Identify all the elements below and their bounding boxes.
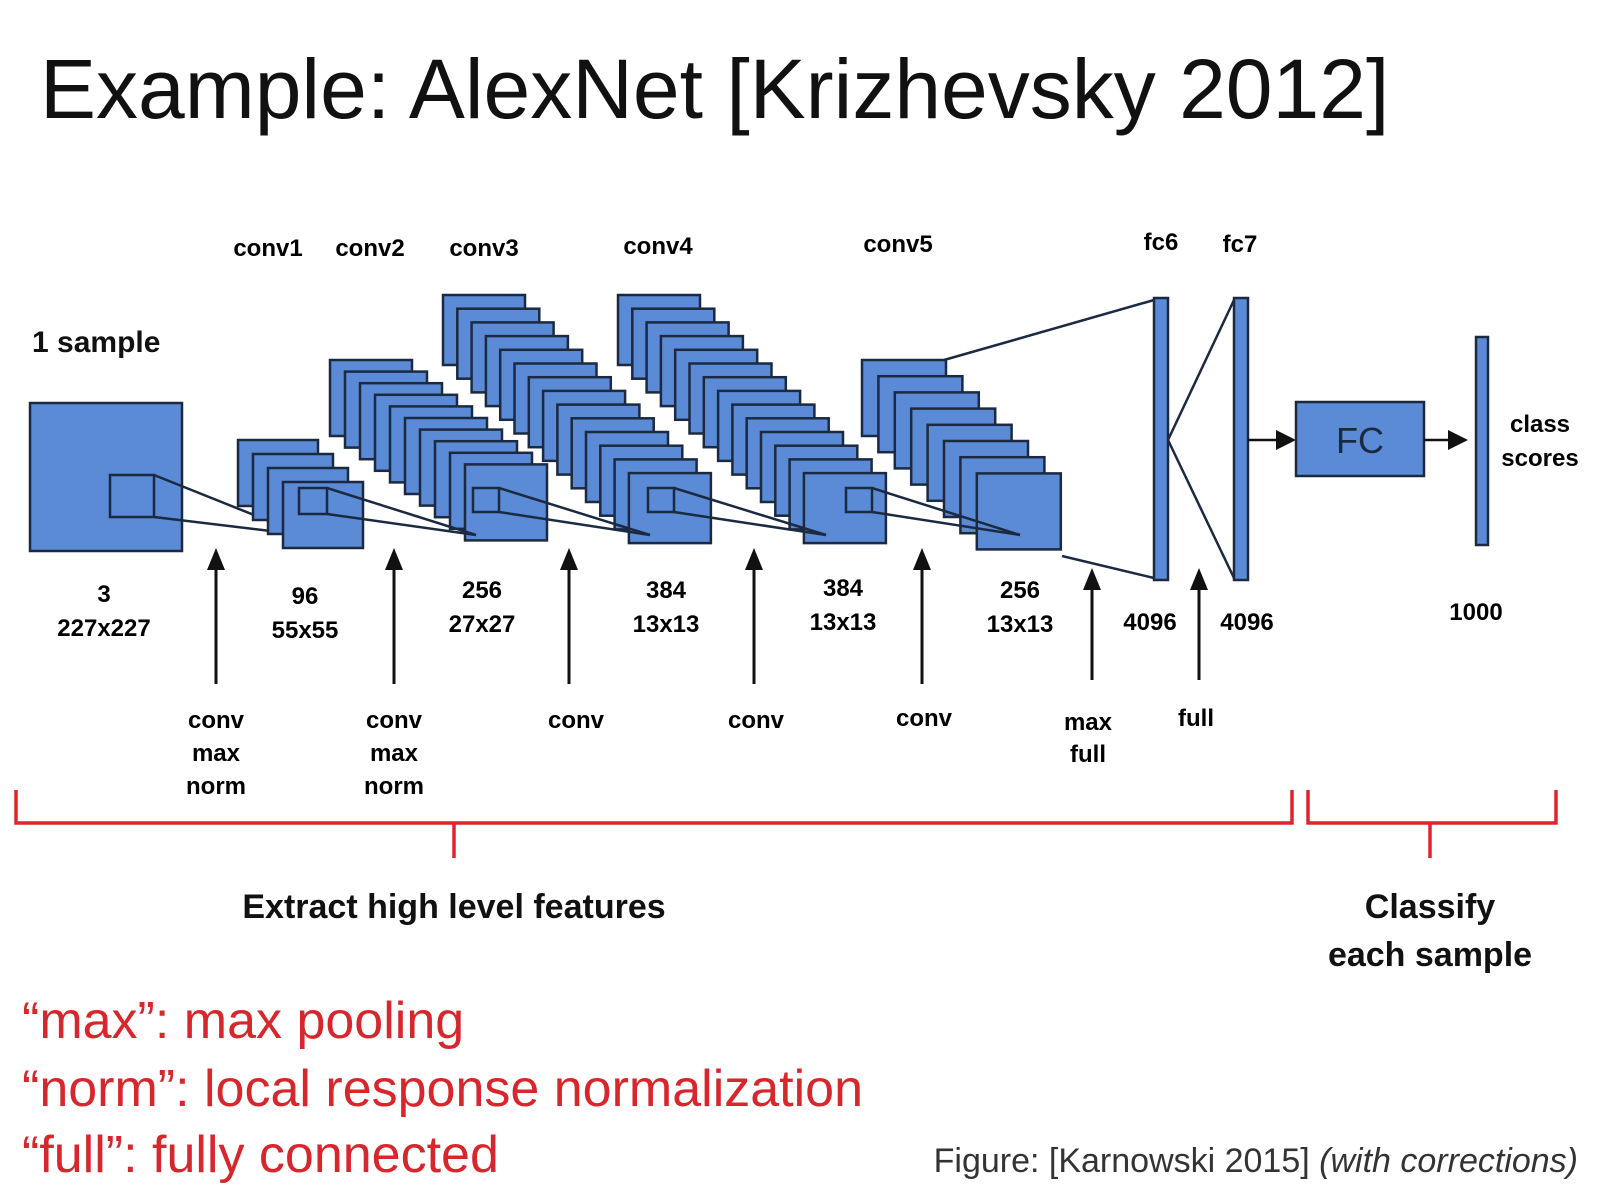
feature-map-stack-conv2 <box>328 358 549 542</box>
fc6-connection-line <box>943 298 1155 362</box>
layer-name-conv1: conv1 <box>233 235 302 262</box>
classify-bracket <box>1306 790 1558 858</box>
projection-line-conv4 <box>871 510 1021 537</box>
slide-title: Example: AlexNet [Krizhevsky 2012] <box>40 42 1389 136</box>
conv1-channels-label: 96 <box>292 583 319 610</box>
output-label-line1: class <box>1510 411 1570 438</box>
features-bracket <box>14 790 1294 858</box>
operation-arrow-7 <box>1190 568 1208 680</box>
fc6-connection-line <box>1061 554 1155 580</box>
operation-arrow-3 <box>560 548 578 684</box>
conv3-channels-label: 384 <box>646 577 687 604</box>
operation-arrow-6 <box>1083 568 1101 680</box>
projection-line-conv4 <box>871 486 1021 537</box>
projection-line-conv1 <box>326 486 477 537</box>
operation-arrow-2 <box>385 548 403 684</box>
receptive-field-conv1 <box>297 486 329 516</box>
fc6-units-label: 4096 <box>1123 609 1176 636</box>
fc-box-label: FC <box>1336 420 1384 461</box>
operation-arrow-5 <box>913 548 931 684</box>
classify-bracket-label-line2: each sample <box>1328 936 1532 974</box>
fc6-layer <box>1152 296 1170 582</box>
alexnet-diagram: 1 sample conv1 conv2 conv3 conv4 conv5 f… <box>14 229 1579 974</box>
conv4-size-label: 13x13 <box>810 609 877 636</box>
layer-name-fc7: fc7 <box>1223 231 1258 258</box>
fc7-connection-line <box>1166 299 1236 441</box>
fc-box <box>1294 400 1426 478</box>
operation-label: conv <box>366 707 423 734</box>
operation-label: full <box>1178 705 1214 732</box>
fc7-connection-line <box>1166 439 1236 579</box>
operation-label: full <box>1070 741 1106 768</box>
operation-label: conv <box>728 707 785 734</box>
conv5-channels-label: 256 <box>1000 577 1040 604</box>
projection-line-conv1 <box>326 512 477 537</box>
feature-map-stack-conv3 <box>441 293 713 545</box>
figure-caption-source: Figure: [Karnowski 2015] <box>934 1142 1320 1180</box>
input-channels-label: 3 <box>97 581 110 608</box>
operation-label: conv <box>548 707 605 734</box>
legend-item-norm: “norm”: local response normalization <box>22 1060 863 1118</box>
conv3-size-label: 13x13 <box>633 611 700 638</box>
features-bracket-label: Extract high level features <box>242 888 665 926</box>
arrow-to-output-head <box>1448 430 1468 450</box>
layer-name-conv3: conv3 <box>449 235 518 262</box>
output-label-line2: scores <box>1501 445 1578 472</box>
operation-label: max <box>370 740 419 767</box>
conv4-channels-label: 384 <box>823 575 864 602</box>
input-size-label: 227x227 <box>57 615 150 642</box>
conv2-channels-label: 256 <box>462 577 502 604</box>
feature-map-slice <box>975 472 1063 551</box>
fc7-layer <box>1232 296 1250 582</box>
layer-name-fc6: fc6 <box>1144 229 1179 256</box>
operation-label: norm <box>186 773 246 800</box>
figure-caption: Figure: [Karnowski 2015] (with correctio… <box>934 1142 1578 1180</box>
receptive-field-conv4 <box>844 486 874 514</box>
projection-line-conv2 <box>498 510 651 537</box>
legend-item-max: “max”: max pooling <box>22 992 464 1050</box>
layer-name-conv5: conv5 <box>863 231 932 258</box>
legend-item-full: “full”: fully connected <box>22 1126 499 1184</box>
feature-map-stack-conv5 <box>860 358 1063 551</box>
conv2-size-label: 27x27 <box>449 611 516 638</box>
operation-arrow-1 <box>207 548 225 684</box>
projection-line-conv3 <box>673 510 827 537</box>
projection-line-conv3 <box>673 486 827 537</box>
operation-label: norm <box>364 773 424 800</box>
layer-name-conv2: conv2 <box>335 235 404 262</box>
sample-label: 1 sample <box>32 326 160 359</box>
operation-label: conv <box>896 705 953 732</box>
projection-line-conv2 <box>498 486 651 537</box>
operation-label: max <box>192 740 241 767</box>
layer-name-conv4: conv4 <box>623 233 693 260</box>
receptive-field-conv3 <box>646 486 676 514</box>
arrow-to-fc-box-head <box>1276 430 1296 450</box>
operation-label: max <box>1064 709 1113 736</box>
output-layer <box>1474 335 1490 547</box>
classify-bracket-label-line1: Classify <box>1365 888 1495 926</box>
figure-caption-note: (with corrections) <box>1319 1142 1578 1180</box>
fc7-units-label: 4096 <box>1220 609 1273 636</box>
operation-arrow-4 <box>745 548 763 684</box>
output-units-label: 1000 <box>1449 599 1502 626</box>
feature-map-stack-conv4 <box>616 293 888 545</box>
input-receptive-field <box>108 473 156 519</box>
conv1-size-label: 55x55 <box>272 617 339 644</box>
conv5-size-label: 13x13 <box>987 611 1054 638</box>
operation-label: conv <box>188 707 245 734</box>
receptive-field-conv2 <box>471 486 501 514</box>
